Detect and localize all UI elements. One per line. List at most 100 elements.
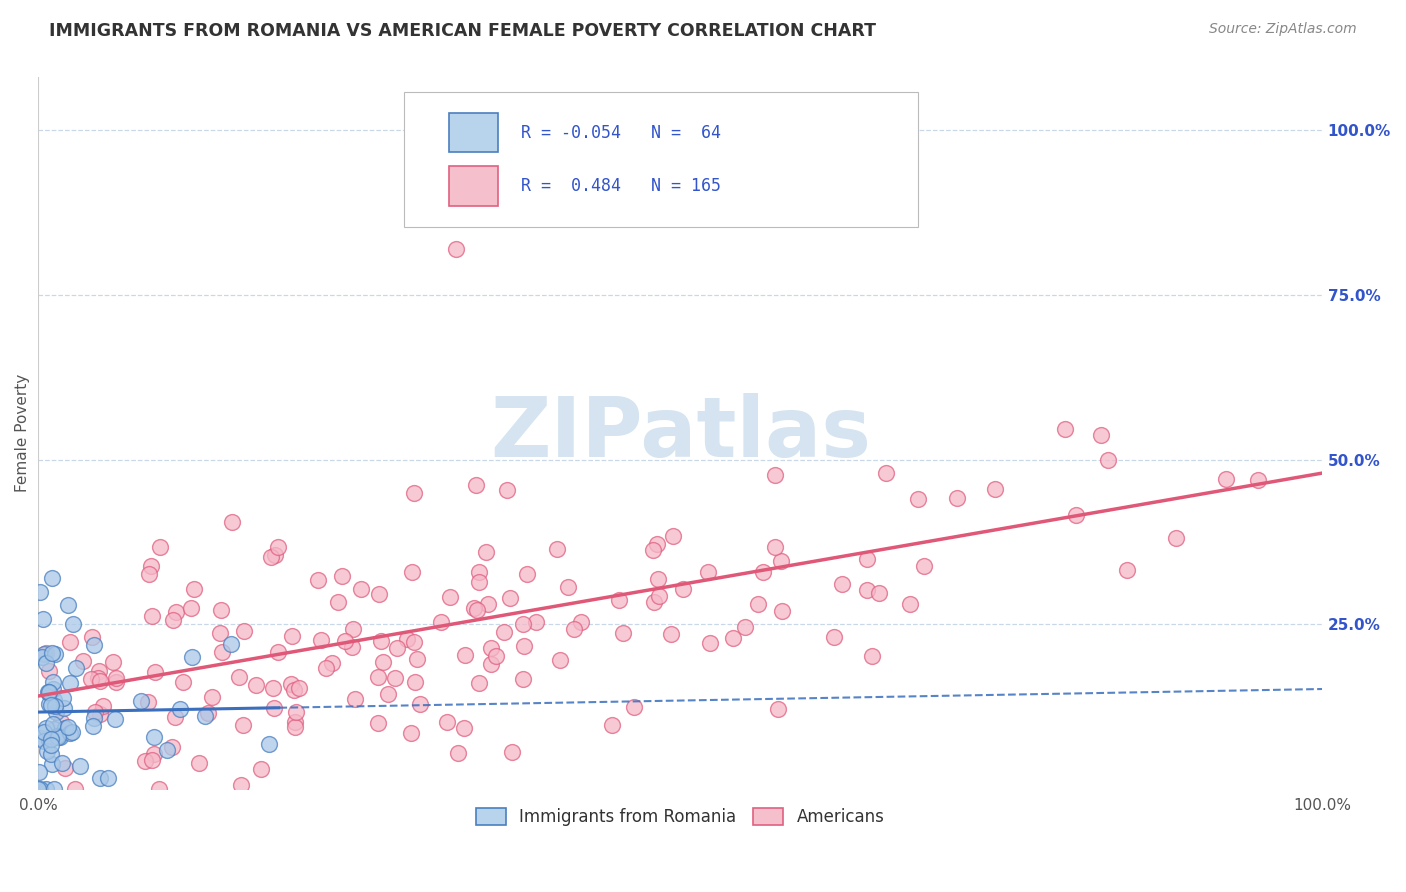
Point: [28, 764, 51, 779]
Point: [641, 542, 664, 557]
Point: [465, 478, 488, 492]
Point: [875, 466, 897, 480]
Point: [38, 697, 60, 711]
Point: [485, 648, 508, 663]
Point: [27, 782, 49, 797]
Point: [385, 640, 408, 655]
Point: [454, 648, 477, 663]
Point: [344, 692, 367, 706]
Point: [1090, 428, 1112, 442]
Point: [148, 782, 170, 797]
Point: [38, 733, 60, 747]
Point: [699, 636, 721, 650]
Point: [52, 701, 75, 715]
Point: [263, 701, 285, 715]
Point: [321, 656, 343, 670]
Point: [87, 671, 110, 685]
Point: [860, 648, 883, 663]
Point: [48, 730, 70, 744]
Point: [856, 552, 879, 566]
Point: [65, 661, 87, 675]
Point: [34, 782, 56, 797]
Point: [349, 582, 371, 597]
Y-axis label: Female Poverty: Female Poverty: [15, 375, 30, 492]
Point: [512, 617, 534, 632]
Point: [984, 483, 1007, 497]
Point: [439, 591, 461, 605]
Point: [401, 565, 423, 579]
Point: [46, 730, 69, 744]
Point: [662, 528, 685, 542]
Point: [143, 665, 166, 679]
Point: [333, 634, 356, 648]
Point: [32, 612, 55, 626]
Point: [672, 582, 695, 596]
Point: [80, 630, 103, 644]
Point: [367, 669, 389, 683]
Point: [37, 685, 59, 699]
Point: [1066, 508, 1088, 523]
Point: [83, 638, 105, 652]
Bar: [449, 113, 498, 153]
Point: [56, 598, 79, 612]
Point: [41, 646, 63, 660]
Point: [404, 674, 426, 689]
Point: [481, 640, 503, 655]
Point: [180, 600, 202, 615]
Point: [245, 678, 267, 692]
Point: [34, 647, 56, 661]
Point: [141, 609, 163, 624]
Point: [444, 242, 467, 256]
Point: [453, 721, 475, 735]
Point: [181, 650, 204, 665]
Point: [35, 657, 58, 671]
Point: [228, 670, 250, 684]
Point: [562, 622, 585, 636]
Point: [768, 702, 790, 716]
Bar: [449, 167, 498, 205]
Point: [546, 542, 568, 557]
Point: [143, 747, 166, 762]
Point: [39, 747, 62, 762]
Point: [569, 615, 592, 629]
Point: [31, 650, 53, 665]
Point: [568, 143, 591, 157]
Point: [97, 771, 120, 785]
Point: [315, 661, 337, 675]
Point: [41, 717, 63, 731]
Point: [612, 626, 634, 640]
Point: [134, 754, 156, 768]
Text: R = -0.054   N =  64: R = -0.054 N = 64: [522, 124, 721, 142]
Point: [468, 566, 491, 580]
Point: [208, 625, 231, 640]
Point: [39, 738, 62, 752]
Point: [101, 655, 124, 669]
Point: [1164, 531, 1187, 545]
Point: [734, 619, 756, 633]
Point: [283, 682, 305, 697]
Point: [91, 699, 114, 714]
Point: [548, 652, 571, 666]
Point: [326, 595, 349, 609]
Point: [499, 591, 522, 605]
Point: [600, 717, 623, 731]
Point: [430, 615, 453, 629]
Point: [142, 730, 165, 744]
Point: [259, 550, 281, 565]
Point: [607, 593, 630, 607]
Point: [83, 711, 105, 725]
Point: [465, 602, 488, 616]
Point: [138, 566, 160, 581]
Point: [557, 581, 579, 595]
Point: [406, 651, 429, 665]
Point: [211, 644, 233, 658]
Point: [105, 674, 128, 689]
Point: [262, 681, 284, 696]
Point: [165, 710, 187, 724]
Point: [39, 698, 62, 713]
Point: [307, 574, 329, 588]
Point: [53, 721, 76, 735]
Point: [219, 637, 242, 651]
Point: [83, 705, 105, 719]
Point: [402, 635, 425, 649]
